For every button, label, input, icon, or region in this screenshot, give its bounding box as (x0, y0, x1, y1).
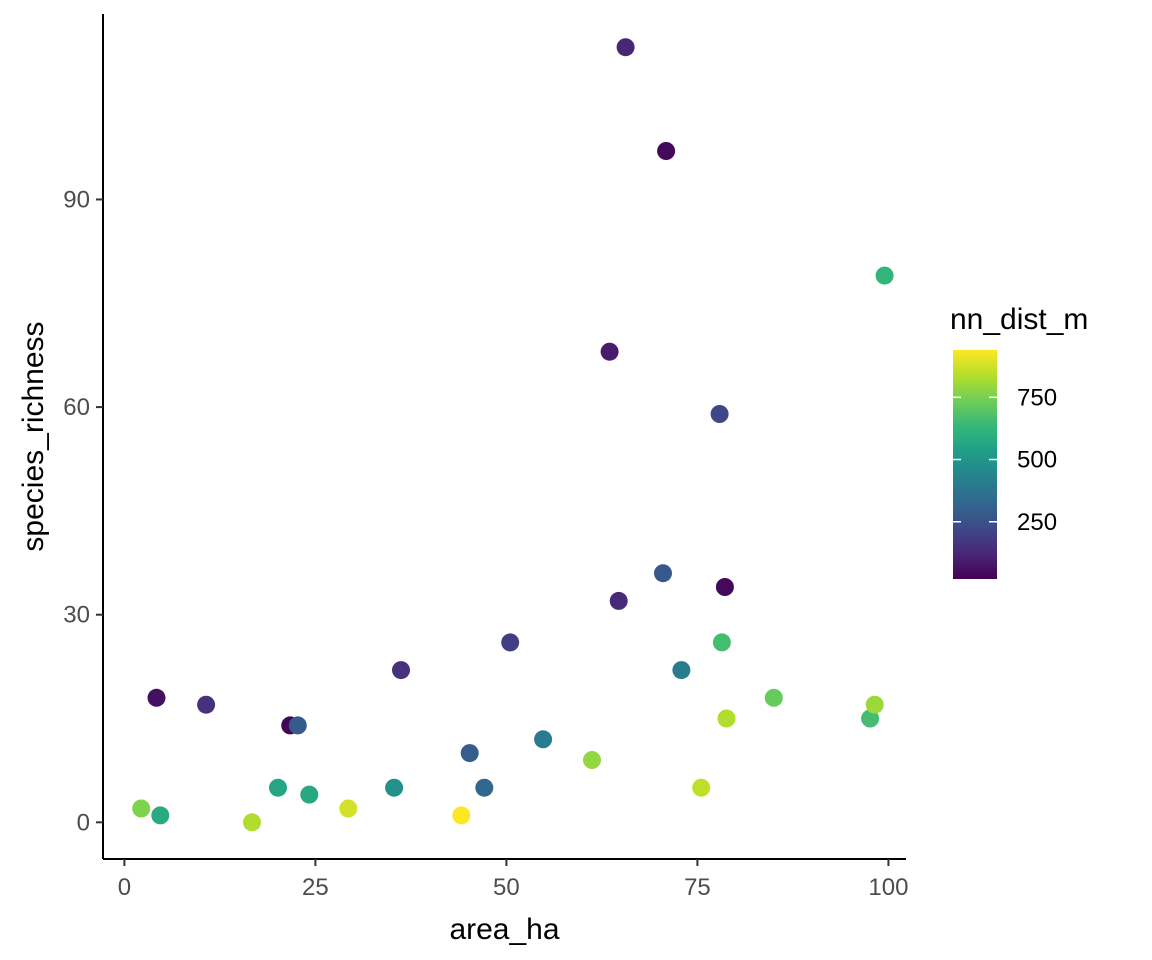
y-tick-label: 30 (63, 602, 90, 629)
data-point (151, 806, 170, 825)
data-point (600, 342, 619, 361)
data-point (692, 778, 711, 797)
data-point (583, 751, 601, 769)
data-point (609, 591, 628, 610)
data-point (861, 709, 880, 728)
points-layer (132, 38, 894, 832)
data-point (672, 661, 691, 680)
y-tick-label: 90 (63, 186, 90, 213)
legend-label: 250 (1017, 509, 1057, 536)
legend-title: nn_dist_m (950, 303, 1088, 336)
axes (102, 14, 906, 860)
data-point (132, 799, 151, 818)
x-tick-label: 75 (684, 874, 711, 901)
x-axis-title: area_ha (449, 913, 559, 946)
data-point (616, 38, 635, 57)
x-tick-label: 50 (493, 874, 520, 901)
data-point (288, 716, 307, 735)
data-point (197, 695, 216, 714)
data-point (865, 695, 884, 714)
data-point (712, 633, 731, 652)
data-point (717, 709, 736, 728)
y-axis-title: species_richness (17, 321, 50, 551)
x-tick-label: 100 (868, 874, 908, 901)
legend-label: 750 (1017, 384, 1057, 411)
data-point (534, 730, 553, 749)
x-tick-label: 25 (302, 874, 329, 901)
data-point (147, 688, 166, 707)
data-point (654, 564, 672, 583)
y-ticks: 0 30 60 90 (63, 186, 103, 836)
data-point (657, 142, 676, 160)
colorbar (953, 350, 997, 579)
data-point (300, 785, 319, 804)
data-point (269, 778, 287, 797)
color-legend: nn_dist_m 250 500 750 (950, 303, 1088, 579)
data-point (764, 688, 783, 707)
data-point (385, 778, 404, 797)
data-point (339, 799, 358, 818)
data-point (710, 405, 729, 423)
data-point (715, 578, 734, 596)
data-point (875, 266, 894, 285)
y-tick-label: 0 (77, 809, 90, 836)
data-point (501, 633, 520, 652)
legend-label: 500 (1017, 447, 1057, 474)
data-point (243, 813, 261, 832)
data-point (452, 806, 471, 825)
data-point (392, 661, 410, 680)
data-point (460, 744, 479, 763)
data-point (475, 778, 494, 797)
x-tick-label: 0 (118, 874, 131, 901)
y-tick-label: 60 (63, 394, 90, 421)
legend-ticks: 250 500 750 (953, 384, 1057, 536)
x-ticks: 0 25 50 75 100 (118, 859, 908, 901)
